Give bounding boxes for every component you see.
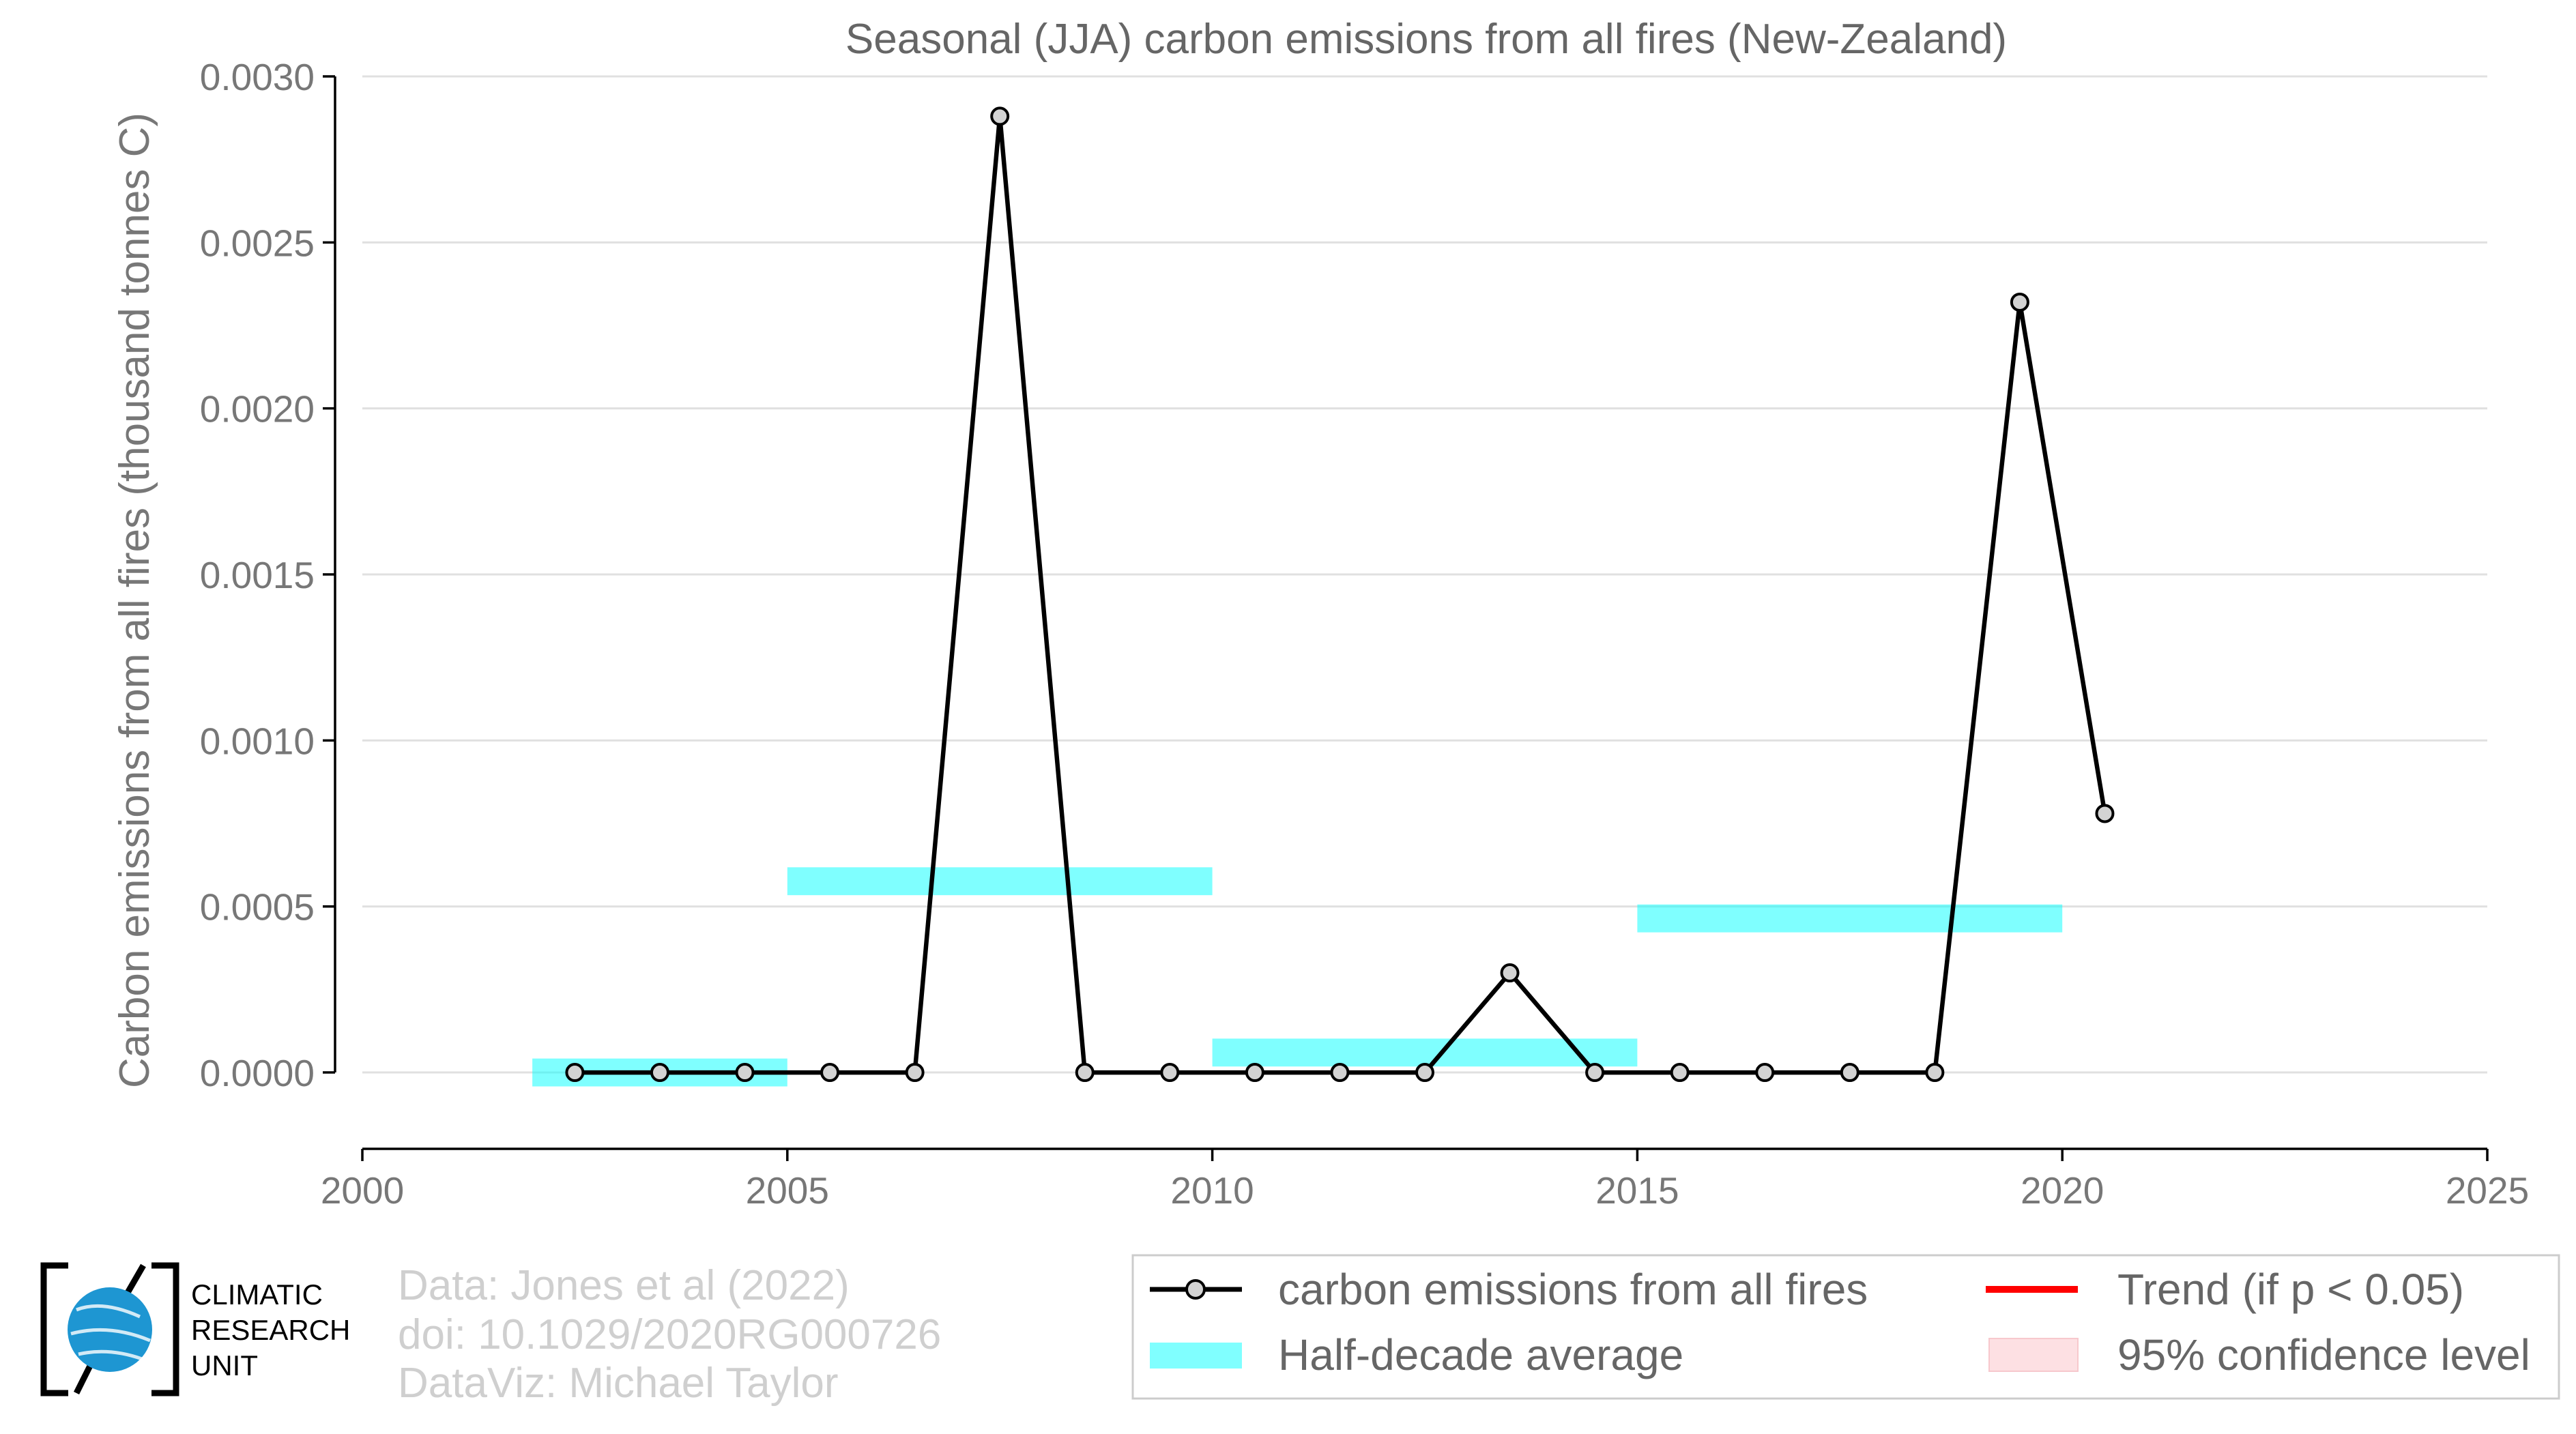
half-decade-band (1637, 904, 2063, 933)
legend-frame (1131, 1254, 2560, 1400)
chart-title: Seasonal (JJA) carbon emissions from all… (845, 16, 2007, 63)
half-decade-band (787, 867, 1213, 896)
logo-line-3: UNIT (191, 1349, 258, 1381)
data-point (1415, 1063, 1434, 1083)
y-tick-label: 0.0005 (200, 886, 315, 928)
y-tick-label: 0.0015 (200, 554, 315, 596)
data-point (1840, 1063, 1859, 1083)
data-point (990, 106, 1010, 126)
logo-bracket-left (40, 1262, 68, 1396)
cru-logo: CLIMATIC RESEARCH UNIT (40, 1262, 350, 1396)
data-point (1075, 1063, 1095, 1083)
data-point (2010, 292, 2029, 312)
data-point (905, 1063, 925, 1083)
x-tick-label: 2005 (746, 1169, 829, 1212)
legend-average-swatch (1150, 1343, 1242, 1369)
y-tick-label: 0.0020 (200, 388, 315, 430)
half-decade-band (1212, 1038, 1638, 1067)
y-axis-label: Carbon emissions from all fires (thousan… (111, 113, 158, 1088)
data-point (735, 1063, 755, 1083)
legend-label-average: Half-decade average (1278, 1330, 1683, 1379)
y-tick-label: 0.0000 (200, 1052, 315, 1094)
data-point (820, 1063, 840, 1083)
data-point (650, 1063, 669, 1083)
series-points (565, 106, 2115, 1083)
data-point (1160, 1063, 1180, 1083)
data-point (1330, 1063, 1350, 1083)
globe-swirl-icon (70, 1304, 151, 1361)
logo-line-2: RESEARCH (191, 1314, 350, 1346)
x-tick-label: 2020 (2021, 1169, 2104, 1212)
credit-dataviz: DataViz: Michael Taylor (398, 1360, 839, 1407)
gridlines (362, 75, 2487, 1074)
data-point (1670, 1063, 1690, 1083)
data-point (1585, 1063, 1605, 1083)
y-tick-label: 0.0025 (200, 222, 315, 264)
data-point (1755, 1063, 1775, 1083)
data-point (2095, 804, 2115, 823)
x-tick-label: 2025 (2446, 1169, 2529, 1212)
legend-label-series: carbon emissions from all fires (1278, 1265, 1868, 1314)
legend: carbon emissions from all fires Trend (i… (1131, 1254, 2560, 1400)
data-point (1925, 1063, 1945, 1083)
credit-doi: doi: 10.1029/2020RG000726 (398, 1311, 941, 1358)
y-tick-label: 0.0030 (200, 56, 315, 98)
half-decade-bands (532, 867, 2063, 1087)
legend-marker-swatch (1185, 1279, 1206, 1300)
logo-bracket-right (151, 1262, 179, 1396)
logo-line-1: CLIMATIC (191, 1278, 323, 1311)
x-tick-label: 2015 (1595, 1169, 1679, 1212)
x-tick-label: 2000 (321, 1169, 404, 1212)
logo-slash-top (123, 1263, 146, 1298)
x-tick-label: 2010 (1170, 1169, 1254, 1212)
legend-confidence-swatch (1988, 1338, 2079, 1372)
y-tick-label: 0.0010 (200, 720, 315, 762)
data-point (565, 1063, 585, 1083)
data-point (1245, 1063, 1264, 1083)
legend-label-trend: Trend (if p < 0.05) (2117, 1265, 2464, 1314)
data-point (1500, 963, 1520, 983)
credit-data-source: Data: Jones et al (2022) (398, 1262, 850, 1309)
x-ticks: 2000 2005 2010 2015 2020 2025 (321, 1149, 2529, 1212)
legend-label-confidence: 95% confidence level (2117, 1330, 2530, 1379)
y-ticks: 0.0000 0.0005 0.0010 0.0015 0.0020 0.0025 0.00… (200, 56, 335, 1094)
